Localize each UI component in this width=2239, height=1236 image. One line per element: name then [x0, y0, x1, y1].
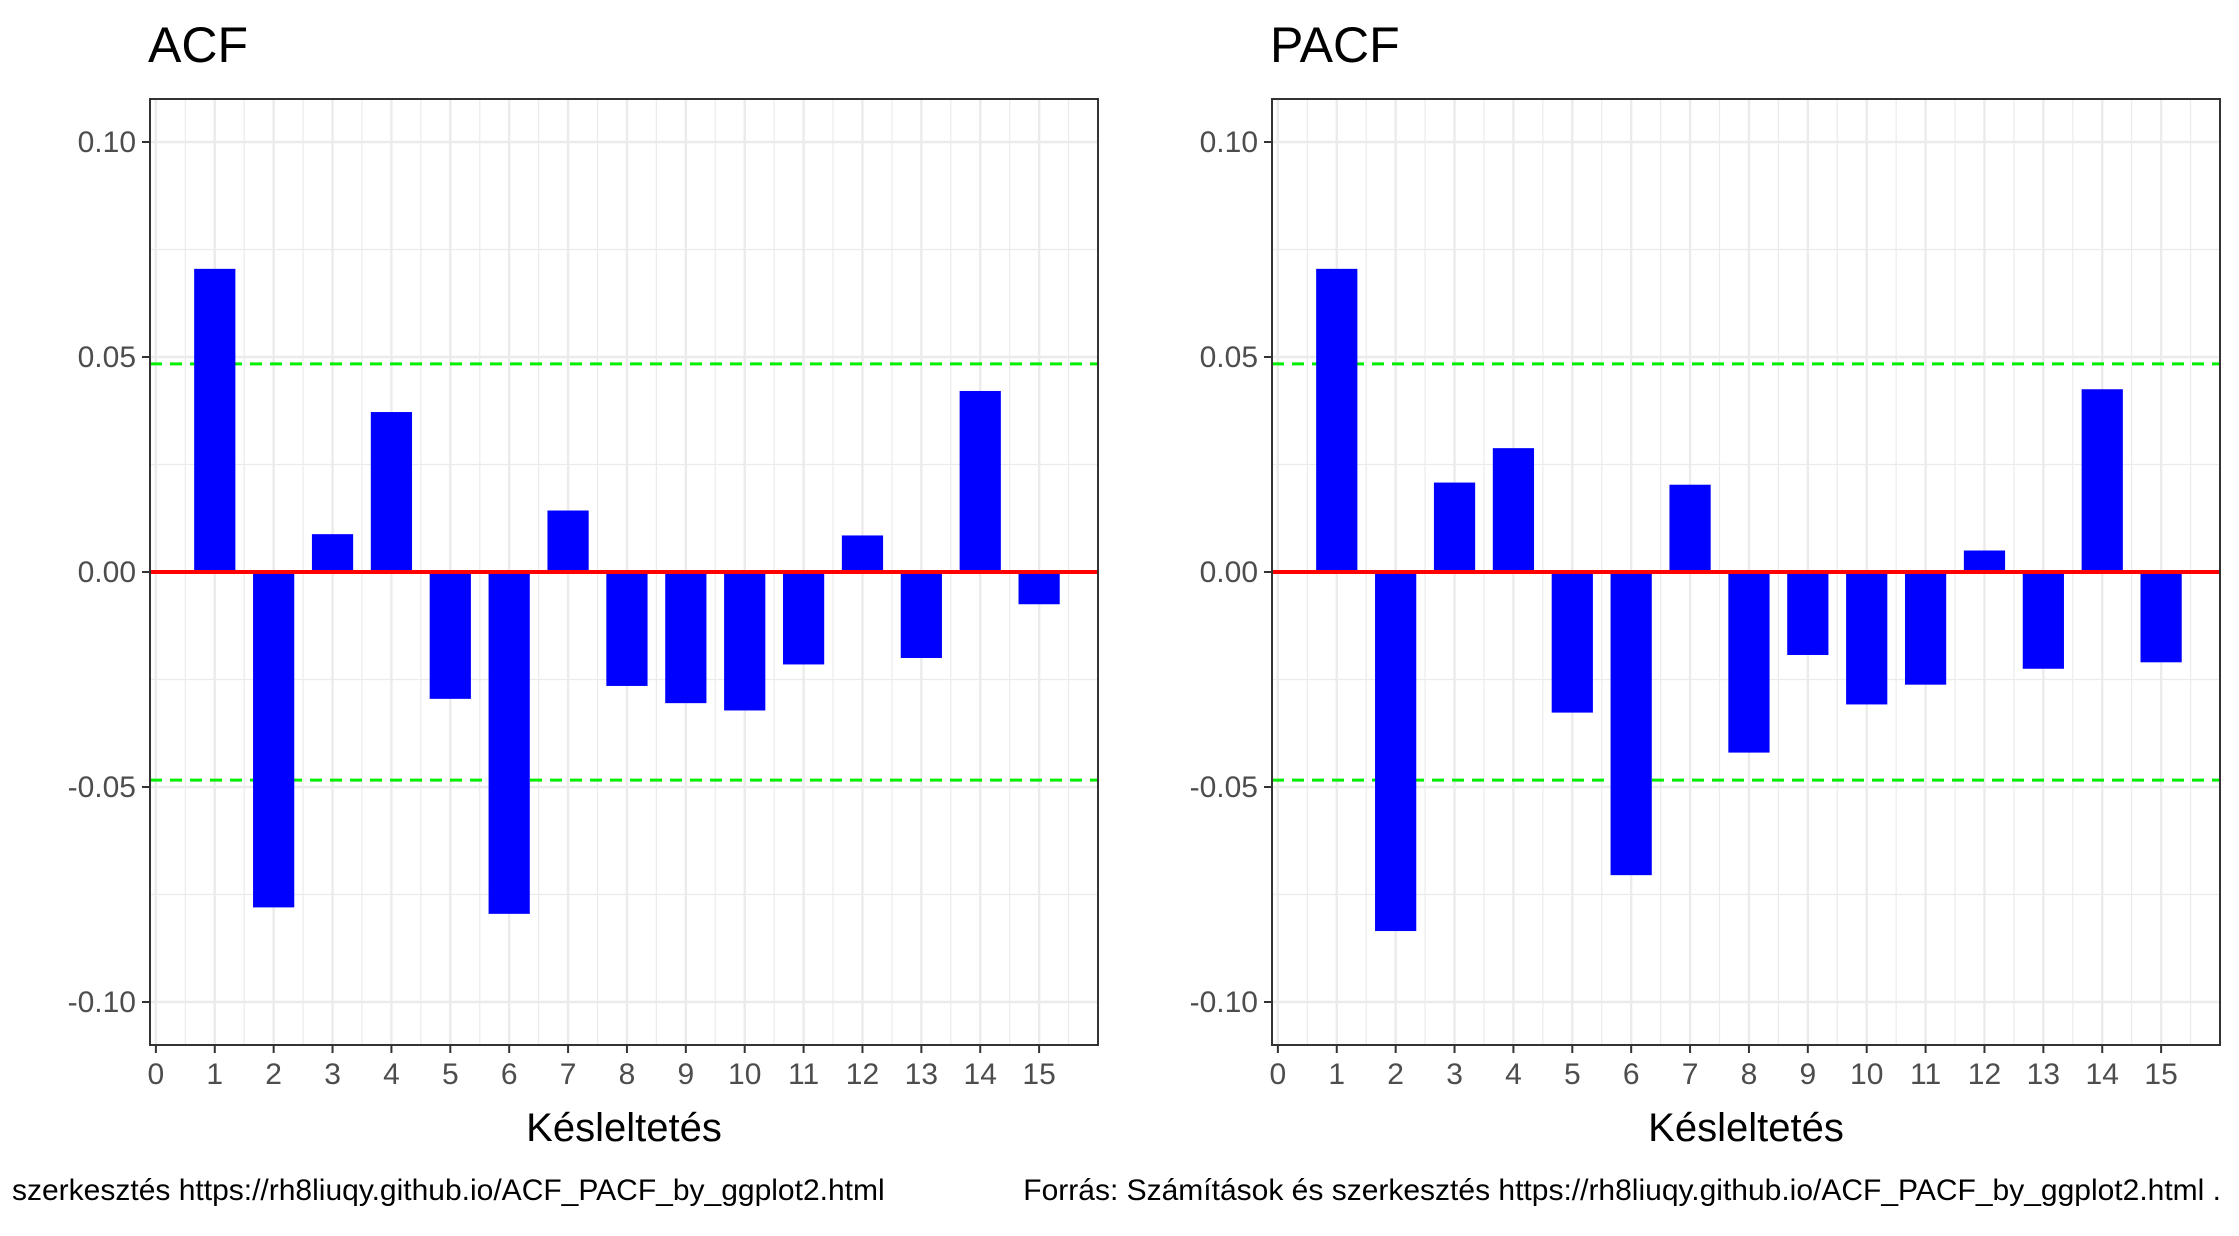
acf-bar-lag-15: [1018, 572, 1060, 605]
acf-x-tick-label: 12: [846, 1058, 879, 1091]
pacf-x-tick-label: 11: [1910, 1058, 1941, 1091]
pacf-bar-lag-4: [1492, 448, 1535, 572]
acf-x-tick-label: 6: [501, 1058, 518, 1091]
pacf-bar-lag-5: [1551, 572, 1593, 713]
acf-x-tick-label: 4: [383, 1058, 400, 1091]
pacf-y-tick-label: 0.00: [1200, 556, 1258, 589]
pacf-y-tick-label: -0.10: [1190, 986, 1258, 1019]
acf-x-tick-label: 0: [148, 1058, 165, 1091]
acf-y-tick-label: -0.05: [68, 771, 136, 804]
pacf-x-tick-label: 6: [1623, 1058, 1640, 1091]
acf-bar-lag-10: [724, 572, 766, 711]
acf-x-tick-label: 11: [788, 1058, 819, 1091]
pacf-x-tick-label: 8: [1741, 1058, 1758, 1091]
pacf-x-tick-label: 2: [1387, 1058, 1404, 1091]
pacf-x-tick-label: 3: [1446, 1058, 1463, 1091]
caption-left: szerkesztés https://rh8liuqy.github.io/A…: [12, 1174, 885, 1207]
pacf-x-tick-label: 14: [2086, 1058, 2119, 1091]
pacf-bar-lag-15: [2140, 572, 2182, 663]
acf-bar-lag-13: [900, 572, 942, 658]
acf-y-tick-label: 0.05: [78, 341, 136, 374]
pacf-x-axis-label: Késleltetés: [1648, 1106, 1844, 1150]
pacf-x-tick-label: 4: [1505, 1058, 1522, 1091]
acf-x-tick-label: 2: [265, 1058, 282, 1091]
acf-bar-lag-5: [429, 572, 471, 699]
pacf-x-tick-label: 10: [1850, 1058, 1883, 1091]
acf-x-tick-label: 14: [964, 1058, 997, 1091]
acf-y-tick-label: 0.10: [78, 126, 136, 159]
pacf-bar-lag-2: [1375, 572, 1417, 932]
acf-x-tick-label: 10: [728, 1058, 761, 1091]
acf-bar-lag-8: [606, 572, 648, 686]
pacf-x-tick-label: 1: [1328, 1058, 1345, 1091]
pacf-bar-lag-12: [1963, 550, 2006, 572]
acf-bar-lag-7: [547, 510, 589, 572]
acf-y-tick-label: -0.10: [68, 986, 136, 1019]
acf-y-tick-label: 0.00: [78, 556, 136, 589]
pacf-x-tick-label: 0: [1270, 1058, 1287, 1091]
pacf-bar-lag-7: [1669, 484, 1711, 572]
pacf-x-tick-label: 7: [1682, 1058, 1699, 1091]
acf-bar-lag-4: [370, 412, 413, 572]
acf-x-tick-label: 15: [1022, 1058, 1055, 1091]
acf-x-tick-label: 5: [442, 1058, 459, 1091]
pacf-chart-title: PACF: [1270, 17, 1400, 73]
acf-bar-lag-1: [194, 268, 236, 572]
acf-x-tick-label: 1: [206, 1058, 223, 1091]
acf-x-tick-label: 7: [560, 1058, 577, 1091]
pacf-x-tick-label: 15: [2144, 1058, 2177, 1091]
pacf-y-tick-label: 0.10: [1200, 126, 1258, 159]
acf-x-tick-label: 3: [324, 1058, 341, 1091]
acf-bar-lag-2: [253, 572, 295, 908]
acf-chart-title: ACF: [148, 17, 248, 73]
pacf-bar-lag-14: [2081, 389, 2123, 572]
pacf-x-tick-label: 9: [1799, 1058, 1816, 1091]
acf-x-tick-label: 8: [619, 1058, 636, 1091]
pacf-bar-lag-1: [1316, 268, 1358, 572]
pacf-y-tick-label: 0.05: [1200, 341, 1258, 374]
acf-bar-lag-12: [841, 535, 884, 572]
pacf-x-tick-label: 13: [2027, 1058, 2060, 1091]
pacf-bar-lag-10: [1846, 572, 1888, 705]
acf-x-tick-label: 13: [905, 1058, 938, 1091]
pacf-bar-lag-9: [1787, 572, 1829, 655]
acf-bar-lag-3: [311, 534, 354, 572]
caption-right: Forrás: Számítások és szerkesztés https:…: [1023, 1174, 2221, 1207]
acf-x-axis-label: Késleltetés: [526, 1106, 722, 1150]
acf-bar-lag-6: [488, 572, 530, 914]
pacf-x-tick-label: 12: [1968, 1058, 2001, 1091]
acf-bar-lag-11: [782, 572, 825, 665]
pacf-bar-lag-8: [1728, 572, 1770, 753]
pacf-bar-lag-3: [1433, 482, 1476, 572]
acf-bar-lag-9: [665, 572, 707, 704]
pacf-x-tick-label: 5: [1564, 1058, 1581, 1091]
pacf-bar-lag-6: [1610, 572, 1652, 876]
pacf-panel: PACF 0.100.050.00-0.05-0.100 1 2 3 4 5 6 7 8 9 10 1…: [1190, 17, 2221, 1150]
acf-panel: ACF 0.100.050.00-0.05-0.100 1 2 3 4 5 6 7 8 9 10 11…: [68, 17, 1099, 1150]
pacf-bar-lag-13: [2022, 572, 2064, 669]
pacf-y-tick-label: -0.05: [1190, 771, 1258, 804]
acf-x-tick-label: 9: [677, 1058, 694, 1091]
acf-bar-lag-14: [959, 390, 1001, 572]
pacf-bar-lag-11: [1904, 572, 1947, 685]
